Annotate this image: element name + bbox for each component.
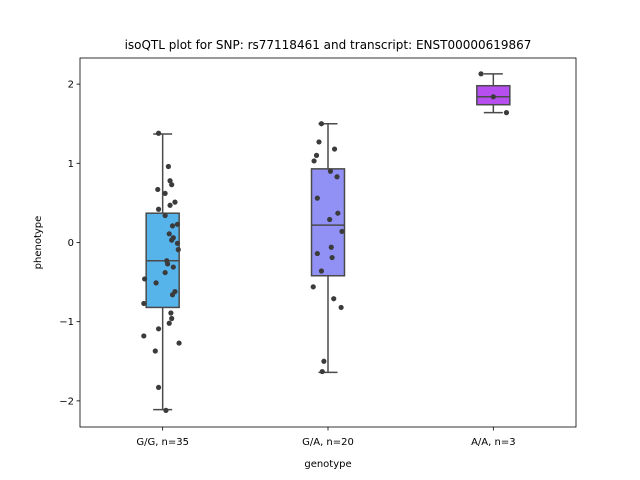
chart-title: isoQTL plot for SNP: rs77118461 and tran… [125,38,532,52]
y-tick-label: −2 [59,396,74,407]
y-axis-label: phenotype [33,216,44,270]
data-point [152,348,158,354]
data-point [162,190,168,197]
data-point [314,195,320,201]
data-point [174,240,181,246]
data-point [164,261,171,267]
data-point [314,250,320,257]
data-point [142,276,148,282]
box-group-2 [310,121,346,375]
data-point [174,221,181,227]
data-point [169,237,175,243]
data-point [331,146,338,152]
y-tick-label: 0 [68,238,74,249]
data-point [327,216,333,223]
data-point [141,300,147,307]
data-point [310,284,316,290]
data-point [163,407,169,413]
box-iqr [310,168,346,277]
y-tick-label: 1 [68,159,74,170]
data-point [166,320,172,326]
data-point [176,340,182,346]
data-point [167,178,173,184]
data-point [328,244,334,250]
data-point [155,130,162,136]
x-tick-label: G/A, n=20 [302,437,354,448]
data-point [153,280,159,286]
data-point [316,139,322,145]
data-point [329,254,335,261]
data-point [175,247,181,253]
box-group-1 [141,130,182,413]
y-tick-label: 2 [68,80,74,91]
data-point [490,94,496,100]
data-point [327,168,334,174]
data-point [155,206,162,212]
data-point [172,199,178,205]
data-point [319,368,325,375]
x-tick-label: G/G, n=35 [136,437,189,448]
data-point [168,310,174,316]
data-point [313,152,320,158]
data-point [141,333,147,339]
x-tick-label: A/A, n=3 [471,437,516,448]
data-point [321,358,327,364]
data-point [169,315,175,322]
data-point [162,212,168,219]
y-tick-label: −1 [59,317,74,328]
data-point [170,264,176,270]
data-point [169,182,175,188]
data-point [165,163,172,170]
data-point [169,292,176,298]
data-point [166,231,172,237]
data-point [155,186,161,193]
x-axis-label: genotype [304,459,351,470]
data-point [155,326,162,332]
axes: −2 −1 0 1 2 G/G, n=35 G/A, n=20 A/A, n=3 [59,80,515,448]
plot-area [141,71,511,413]
box-group-3 [476,71,511,116]
data-point [478,71,484,77]
data-point [167,202,173,208]
data-point [311,158,317,164]
data-point [169,223,176,229]
data-point [155,384,162,391]
data-point [339,228,345,235]
data-point [503,110,510,116]
data-point [331,296,337,302]
data-point [318,121,325,127]
data-point [335,210,341,216]
data-point [334,174,340,180]
data-point [338,304,344,311]
data-point [318,268,325,274]
data-point [162,269,168,276]
